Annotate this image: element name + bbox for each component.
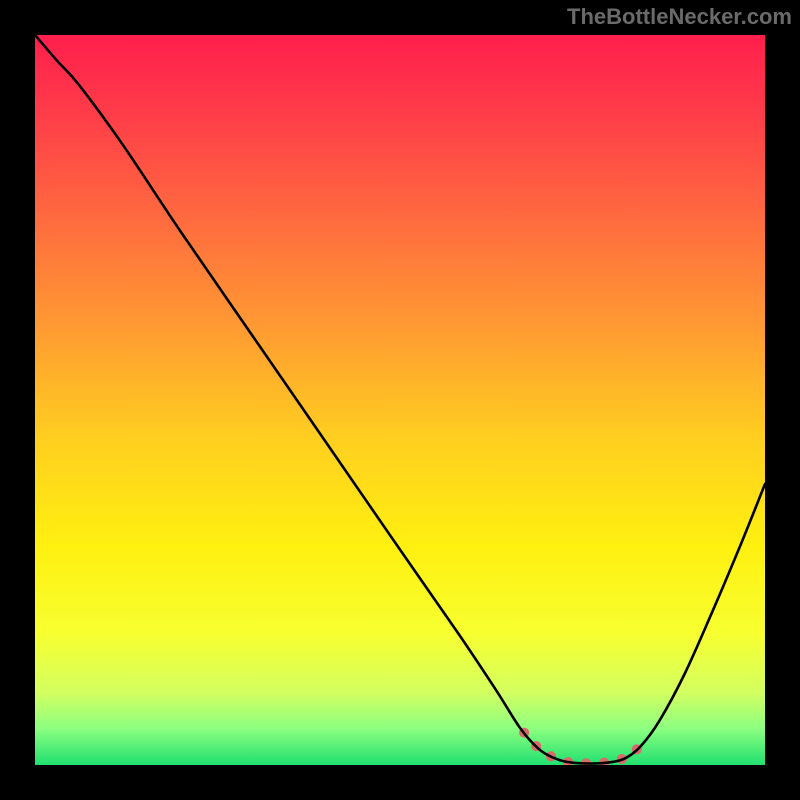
chart-background-gradient: [35, 35, 765, 765]
attribution-text: TheBottleNecker.com: [567, 4, 792, 30]
chart-frame: TheBottleNecker.com: [0, 0, 800, 800]
bottleneck-curve-chart: [35, 35, 765, 765]
chart-plot-area: [35, 35, 765, 765]
